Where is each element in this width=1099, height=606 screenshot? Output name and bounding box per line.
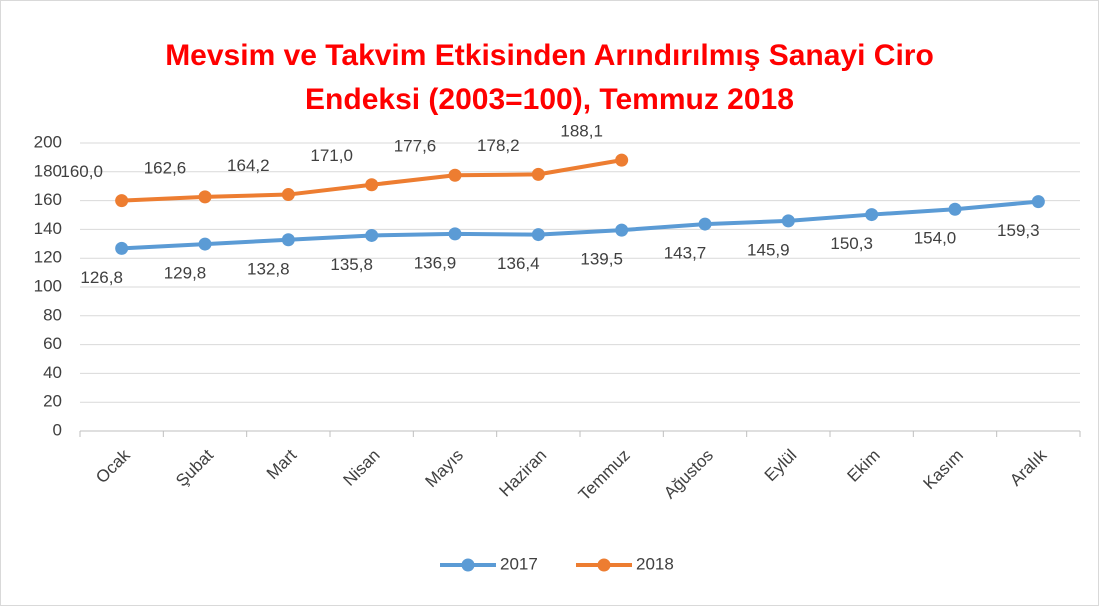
y-tick-label: 60 <box>43 334 62 353</box>
point <box>198 190 212 204</box>
point <box>115 241 129 255</box>
point <box>365 178 379 192</box>
y-tick-label: 180 <box>34 161 62 180</box>
data-label: 154,0 <box>914 229 957 248</box>
chart-title: Mevsim ve Takvim Etkisinden Arındırılmış… <box>165 39 934 116</box>
point <box>1031 195 1045 209</box>
y-tick-label: 0 <box>53 420 62 439</box>
y-tick-label: 200 <box>34 132 62 151</box>
y-tick-label: 100 <box>34 276 62 295</box>
data-label: 177,6 <box>394 137 437 156</box>
point <box>615 153 629 167</box>
data-label: 143,7 <box>664 244 707 263</box>
data-label: 136,4 <box>497 254 540 273</box>
data-label: 126,8 <box>80 268 123 287</box>
point <box>198 237 212 251</box>
point <box>531 228 545 242</box>
point <box>448 168 462 182</box>
data-label: 188,1 <box>560 122 603 141</box>
data-label: 162,6 <box>144 158 187 177</box>
legend-label: 2017 <box>500 554 538 573</box>
data-label: 132,8 <box>247 259 290 278</box>
data-label: 178,2 <box>477 136 520 155</box>
point <box>781 214 795 228</box>
point <box>115 194 129 208</box>
data-label: 139,5 <box>580 250 623 269</box>
point <box>865 208 879 222</box>
point <box>281 188 295 202</box>
legend-marker <box>597 558 611 572</box>
point <box>615 223 629 237</box>
point <box>448 227 462 241</box>
data-label: 171,0 <box>310 146 353 165</box>
data-label: 164,2 <box>227 156 270 175</box>
point <box>948 202 962 216</box>
data-label: 160,0 <box>60 162 103 181</box>
point <box>698 217 712 231</box>
data-label: 136,9 <box>414 253 457 272</box>
y-tick-label: 20 <box>43 392 62 411</box>
point <box>531 167 545 181</box>
y-tick-label: 40 <box>43 363 62 382</box>
data-label: 159,3 <box>997 221 1040 240</box>
data-label: 129,8 <box>164 264 207 283</box>
legend-label: 2018 <box>636 554 674 573</box>
y-tick-label: 80 <box>43 305 62 324</box>
y-tick-label: 160 <box>34 190 62 209</box>
data-label: 150,3 <box>830 234 873 253</box>
point <box>365 228 379 242</box>
point <box>281 233 295 247</box>
y-tick-label: 120 <box>34 248 62 267</box>
data-label: 145,9 <box>747 240 790 259</box>
y-tick-label: 140 <box>34 219 62 238</box>
series-line <box>121 199 1039 251</box>
data-label: 135,8 <box>330 255 373 274</box>
legend-marker <box>461 558 475 572</box>
